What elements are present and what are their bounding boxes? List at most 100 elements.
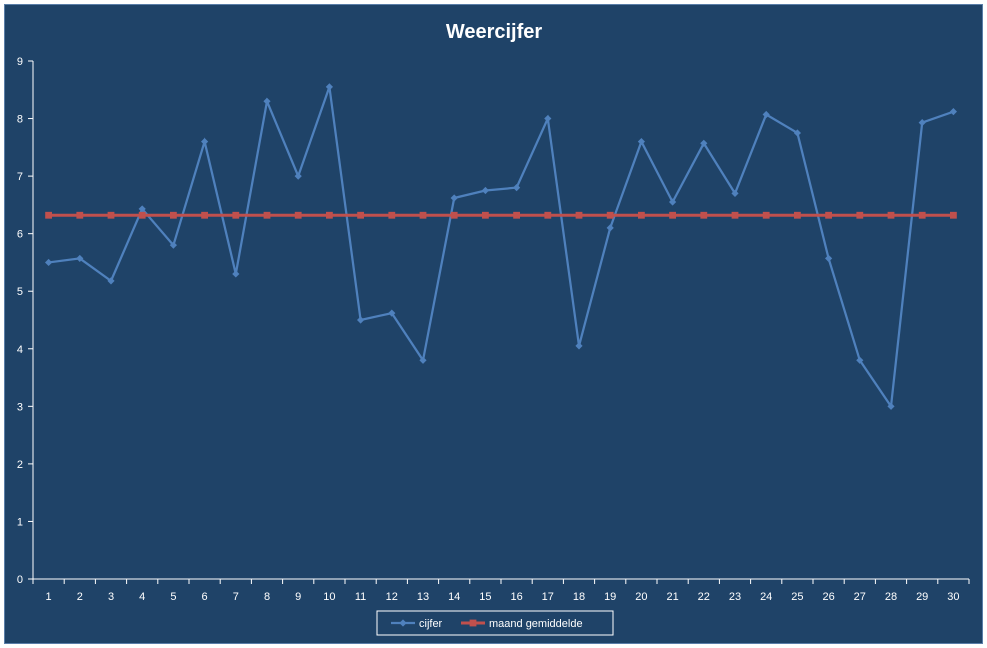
chart-title: Weercijfer: [446, 21, 543, 43]
data-point-cijfer: [825, 254, 833, 263]
x-tick-label: 20: [635, 591, 647, 603]
data-point-cijfer: [107, 277, 115, 285]
data-point-maand-gemiddelde: [419, 211, 427, 219]
data-point-cijfer: [856, 356, 864, 364]
data-point-maand-gemiddelde: [950, 211, 957, 219]
data-point-cijfer: [762, 110, 770, 119]
y-tick-label: 7: [17, 171, 23, 183]
x-tick-label: 23: [729, 591, 741, 603]
x-tick-label: 7: [233, 591, 239, 603]
data-point-cijfer: [450, 194, 458, 202]
data-point-cijfer: [419, 356, 427, 364]
y-tick-label: 1: [17, 516, 23, 528]
data-point-cijfer: [357, 316, 365, 324]
x-tick-label: 26: [822, 591, 834, 603]
data-point-maand-gemiddelde: [513, 211, 520, 219]
data-point-maand-gemiddelde: [825, 211, 832, 219]
series-maand-gemiddelde: [45, 211, 957, 219]
legend-label-maand-gemiddelde: maand gemiddelde: [489, 618, 583, 630]
data-point-cijfer: [575, 342, 583, 350]
data-point-cijfer: [949, 108, 957, 116]
y-tick-label: 0: [17, 574, 23, 586]
data-point-maand-gemiddelde: [357, 211, 364, 219]
x-tick-label: 24: [760, 591, 772, 603]
x-tick-label: 14: [448, 591, 460, 603]
data-point-cijfer: [232, 270, 240, 278]
data-point-maand-gemiddelde: [76, 211, 84, 219]
data-point-maand-gemiddelde: [170, 211, 177, 219]
x-tick-label: 9: [295, 591, 301, 603]
legend-marker-cijfer: [399, 619, 407, 627]
data-point-maand-gemiddelde: [326, 211, 333, 219]
x-tick-label: 2: [77, 591, 83, 603]
data-point-maand-gemiddelde: [138, 211, 146, 219]
data-point-cijfer: [793, 129, 801, 137]
x-tick-label: 29: [916, 591, 928, 603]
data-point-cijfer: [606, 224, 614, 232]
chart-frame: Weercijfer 0 1 2 3 4 5 6 7 8 9 1 2 3 4 5 6 7 8 9 10 11 12 13 14…: [4, 4, 983, 644]
data-point-cijfer: [731, 189, 739, 197]
data-point-maand-gemiddelde: [731, 211, 739, 219]
legend: cijfer maand gemiddelde: [376, 610, 614, 636]
data-point-cijfer: [325, 83, 333, 91]
y-tick-label: 8: [17, 114, 23, 126]
y-tick-label: 6: [17, 229, 23, 241]
data-point-cijfer: [294, 172, 302, 180]
y-tick-label: 9: [17, 56, 23, 68]
data-point-maand-gemiddelde: [388, 211, 396, 219]
series-cijfer: [45, 83, 957, 410]
data-point-maand-gemiddelde: [918, 211, 926, 219]
data-point-maand-gemiddelde: [700, 211, 708, 219]
data-point-maand-gemiddelde: [669, 211, 676, 219]
data-point-cijfer: [481, 186, 489, 195]
x-tick-label: 27: [854, 591, 866, 603]
data-point-cijfer: [669, 198, 677, 206]
series-line-cijfer: [48, 86, 954, 410]
x-tick-label: 3: [108, 591, 114, 603]
x-tick-label: 12: [386, 591, 398, 603]
legend-marker-maand-gemiddelde: [469, 619, 477, 627]
y-tick-label: 3: [17, 401, 23, 413]
x-tick-label: 18: [573, 591, 585, 603]
data-point-cijfer: [45, 258, 53, 267]
x-tick-label: 11: [355, 591, 366, 603]
data-point-cijfer: [887, 402, 895, 410]
x-tick-label: 16: [510, 591, 522, 603]
data-point-maand-gemiddelde: [232, 211, 240, 219]
y-tick-label: 4: [17, 344, 23, 356]
x-tick-label: 30: [947, 591, 959, 603]
data-point-maand-gemiddelde: [794, 211, 801, 219]
data-point-cijfer: [169, 241, 177, 249]
data-point-maand-gemiddelde: [606, 211, 614, 219]
data-point-cijfer: [637, 137, 645, 146]
data-point-maand-gemiddelde: [544, 211, 552, 219]
x-tick-label: 25: [791, 591, 803, 603]
data-point-maand-gemiddelde: [762, 211, 770, 219]
x-tick-label: 10: [323, 591, 335, 603]
data-point-maand-gemiddelde: [482, 211, 489, 219]
data-point-maand-gemiddelde: [45, 211, 52, 219]
x-tick-label: 22: [698, 591, 710, 603]
legend-label-cijfer: cijfer: [419, 618, 443, 630]
data-point-cijfer: [544, 114, 552, 123]
x-tick-label: 13: [417, 591, 429, 603]
data-point-cijfer: [388, 309, 396, 317]
data-point-maand-gemiddelde: [638, 211, 645, 219]
data-point-cijfer: [700, 139, 708, 147]
data-point-maand-gemiddelde: [856, 211, 864, 219]
data-point-maand-gemiddelde: [575, 211, 583, 219]
data-point-maand-gemiddelde: [263, 211, 271, 219]
data-point-cijfer: [513, 184, 521, 192]
series-layer: [45, 83, 957, 410]
x-tick-label: 6: [202, 591, 208, 603]
x-tick-label: 17: [542, 591, 554, 603]
x-tick-label: 5: [170, 591, 176, 603]
data-point-cijfer: [138, 205, 146, 213]
x-tick-label: 19: [604, 591, 616, 603]
data-point-maand-gemiddelde: [450, 211, 458, 219]
data-point-cijfer: [263, 97, 271, 105]
data-point-maand-gemiddelde: [294, 211, 302, 219]
x-tick-label: 21: [666, 591, 678, 603]
